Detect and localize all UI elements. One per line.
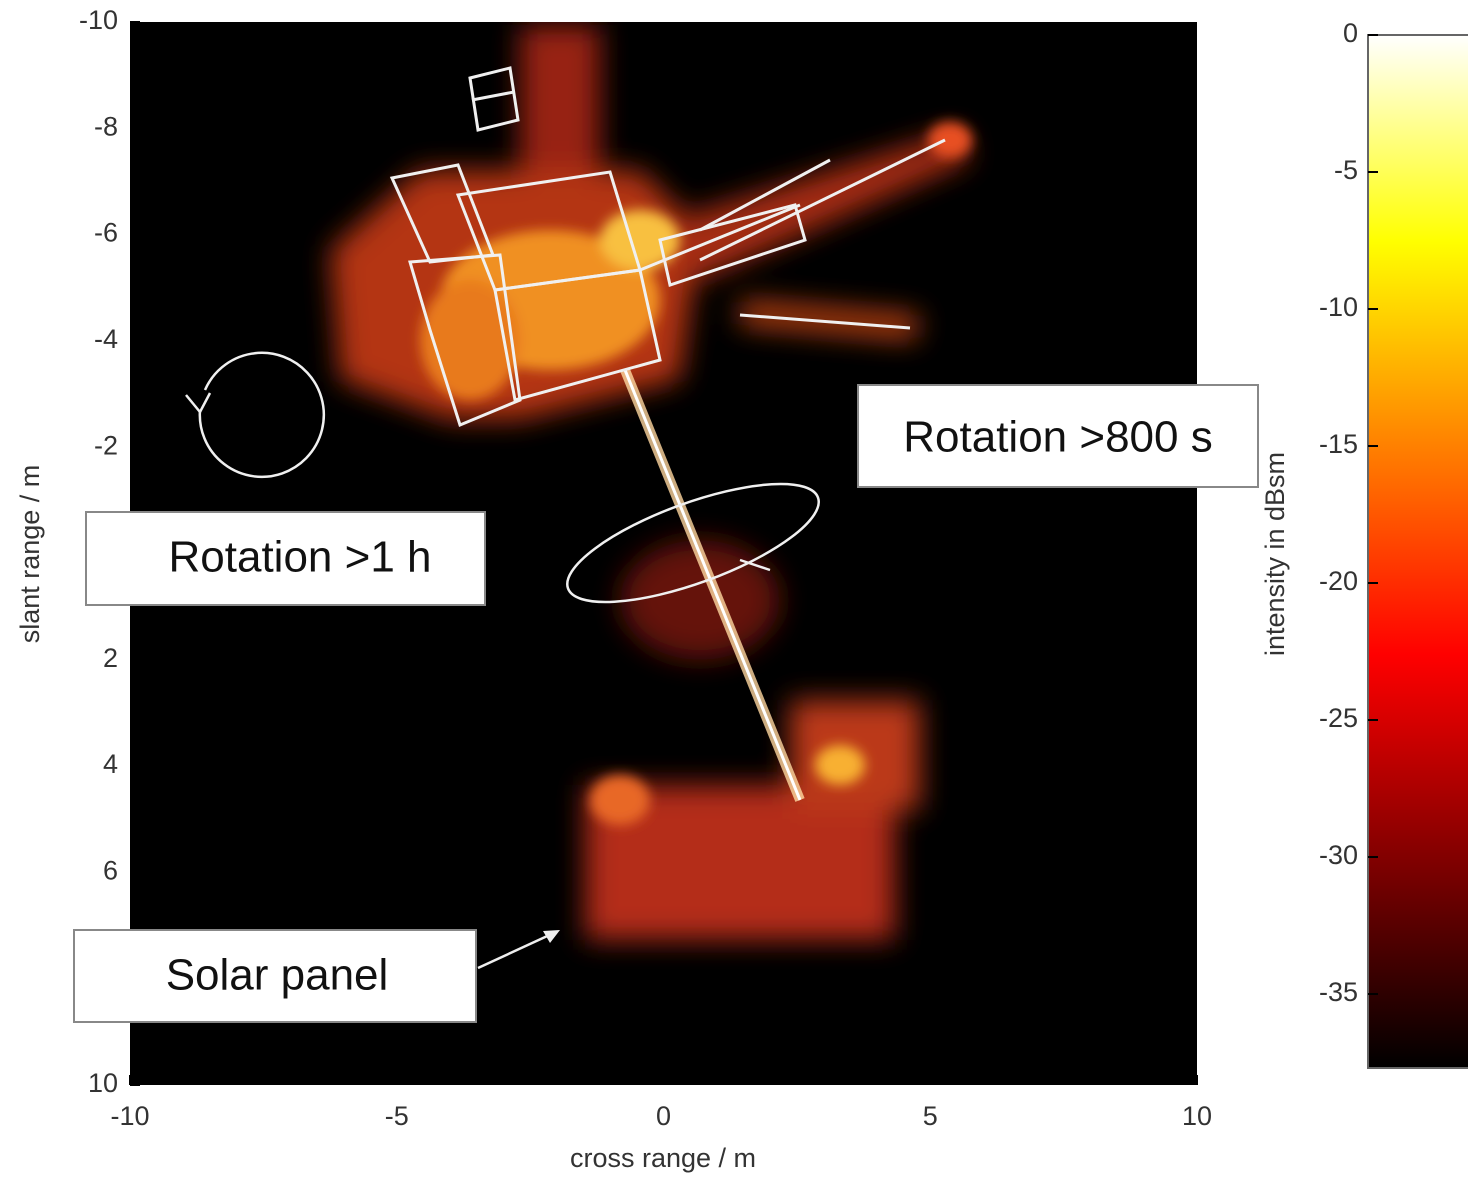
y-tick-label: -10 — [79, 5, 118, 35]
y-tick-label: 6 — [103, 856, 118, 886]
x-axis-label: cross range / m — [570, 1143, 756, 1173]
annotation: Rotation >1 h — [169, 533, 432, 582]
x-tick-label: -5 — [385, 1101, 409, 1131]
x-tick-label: 10 — [1182, 1101, 1212, 1131]
y-tick-label: -8 — [94, 111, 118, 141]
annotation: Rotation >800 s — [903, 413, 1212, 462]
y-tick-label: 10 — [88, 1068, 118, 1098]
colorbar-tick-label: -15 — [1319, 429, 1358, 459]
annotation: Solar panel — [166, 951, 389, 1000]
colorbar-tick-label: -30 — [1319, 840, 1358, 870]
y-tick-label: -4 — [94, 324, 118, 354]
colorbar — [1368, 35, 1468, 1068]
page: {"chart_data": {"type": "heatmap", "xlab… — [0, 0, 1468, 1179]
y-tick-label: 4 — [103, 749, 118, 779]
colorbar-tick-label: -35 — [1319, 977, 1358, 1007]
y-tick-label: -2 — [94, 430, 118, 460]
annotation-800s: Rotation >800 s — [858, 385, 1258, 487]
y-axis-label: slant range / m — [15, 465, 45, 644]
colorbar-tick-label: -25 — [1319, 703, 1358, 733]
x-tick-label: 0 — [656, 1101, 671, 1131]
colorbar-label: intensity in dBsm — [1260, 452, 1290, 656]
colorbar-tick-label: -10 — [1319, 292, 1358, 322]
colorbar-tick-label: -5 — [1334, 155, 1358, 185]
y-tick-label: 2 — [103, 643, 118, 673]
x-tick-label: 5 — [923, 1101, 938, 1131]
colorbar-tick-label: 0 — [1343, 18, 1358, 48]
chart: Rotation >800 s Rotation >1 h Solar pane… — [0, 0, 1468, 1179]
colorbar-tick-label: -20 — [1319, 566, 1358, 596]
x-tick-label: -10 — [110, 1101, 149, 1131]
y-tick-label: -6 — [94, 218, 118, 248]
annotation-1h: Rotation >1 h — [86, 512, 485, 605]
